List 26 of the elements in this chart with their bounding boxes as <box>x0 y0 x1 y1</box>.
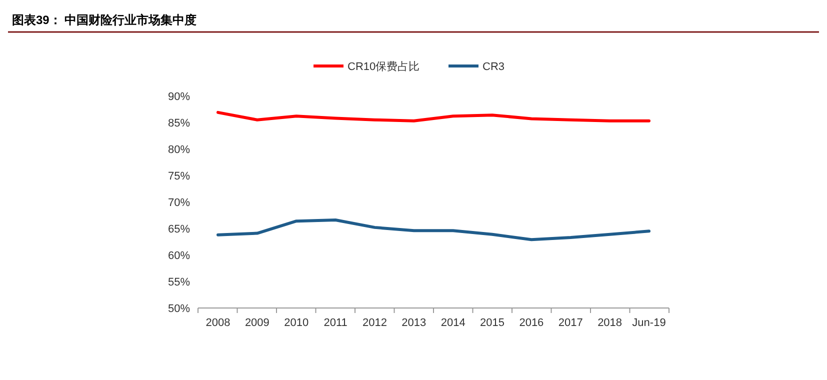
x-tick-label: 2011 <box>324 317 348 329</box>
x-tick-label: Jun-19 <box>632 317 666 329</box>
line-series <box>216 218 650 242</box>
x-tick-label: 2015 <box>480 317 505 329</box>
chart-title: 图表39： 中国财险行业市场集中度 <box>12 13 197 27</box>
line-series <box>216 110 650 122</box>
y-tick-label: 75% <box>168 170 190 182</box>
x-tick-label: 2008 <box>206 317 230 329</box>
x-tick-label: 2017 <box>558 317 583 329</box>
y-tick-label: 85% <box>168 117 190 130</box>
y-tick-label: 70% <box>168 196 190 209</box>
legend-label: CR3 <box>482 60 505 73</box>
x-tick-label: 2009 <box>244 317 270 329</box>
y-tick-label: 60% <box>168 250 190 262</box>
y-tick-label: 50% <box>168 302 190 315</box>
x-tick-label: 2018 <box>598 317 622 329</box>
y-tick-label: 55% <box>168 276 190 288</box>
y-tick-label: 90% <box>168 90 190 103</box>
legend-label: CR10保费占比 <box>348 60 420 73</box>
x-tick-label: 2012 <box>362 317 387 329</box>
y-tick-label: 80% <box>168 144 190 156</box>
x-tick-label: 2014 <box>440 317 466 329</box>
y-tick-label: 65% <box>168 223 190 236</box>
x-tick-label: 2013 <box>402 317 426 329</box>
x-tick-label: 2010 <box>284 317 309 329</box>
x-tick-label: 2016 <box>519 317 544 329</box>
